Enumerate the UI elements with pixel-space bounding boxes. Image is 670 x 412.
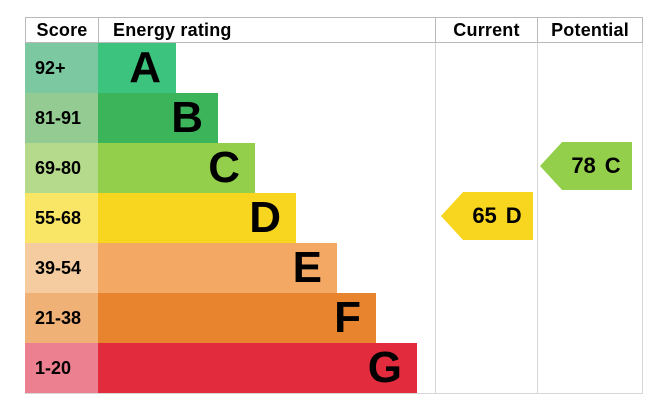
band-score-range: 39-54 [25,243,98,293]
band-score-range: 55-68 [25,193,98,243]
band-row: 81-91 B [25,93,643,143]
band-row: 1-20 G [25,343,643,393]
band-row: 21-38 F [25,293,643,343]
band-score-range: 81-91 [25,93,98,143]
band-score-range: 1-20 [25,343,98,393]
header-current: Current [435,17,537,43]
band-row: 55-68 D [25,193,643,243]
band-bar: F [98,293,376,343]
band-bar: A [98,43,176,93]
current-rating-value: 65 [472,203,497,228]
band-letter: B [171,93,203,142]
band-score-range: 21-38 [25,293,98,343]
current-column-divider [435,43,436,393]
potential-rating-band: C [604,153,621,178]
band-bar: D [98,193,296,243]
band-letter: F [334,293,361,342]
potential-rating-arrow: 78 C [540,142,632,190]
band-rows: 92+ A 81-91 B 69-80 C 55-68 D 39-54 E 21… [25,43,643,393]
band-bar: G [98,343,417,393]
band-row: 39-54 E [25,243,643,293]
band-bar: C [98,143,255,193]
chart-header-row: Score Energy rating Current Potential [25,17,643,43]
epc-rating-chart: Score Energy rating Current Potential 92… [25,17,643,394]
band-letter: C [208,143,240,192]
header-energy-rating: Energy rating [98,17,435,43]
band-row: 69-80 C [25,143,643,193]
chart-bottom-border [25,393,643,394]
current-rating-arrow: 65 D [441,192,533,240]
chart-right-border [642,43,643,393]
header-score: Score [25,17,98,43]
band-row: 92+ A [25,43,643,93]
current-rating-band: D [505,203,522,228]
band-score-range: 69-80 [25,143,98,193]
band-letter: E [292,243,322,292]
band-score-range: 92+ [25,43,98,93]
band-bar: B [98,93,218,143]
potential-column-divider [537,43,538,393]
band-letter: G [367,343,402,392]
band-letter: D [249,193,281,242]
band-letter: A [129,43,161,92]
band-bar: E [98,243,337,293]
header-potential: Potential [537,17,643,43]
potential-rating-value: 78 [571,153,596,178]
